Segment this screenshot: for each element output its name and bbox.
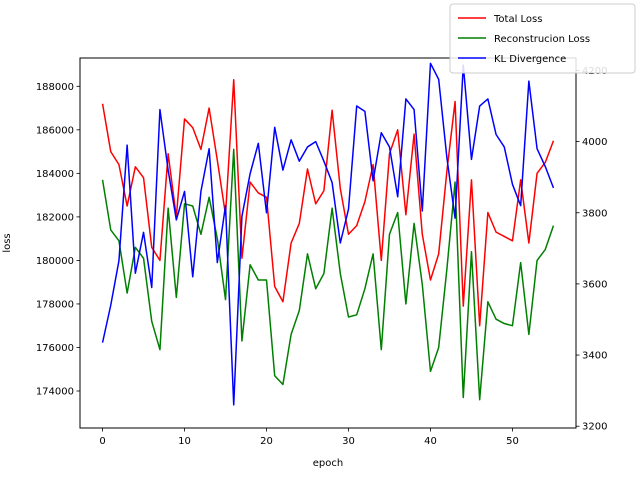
y-right-tick-label: 3800 xyxy=(582,208,607,219)
x-tick-label: 20 xyxy=(260,436,273,447)
y-right-tick-label: 3200 xyxy=(582,422,607,433)
y-tick-label: 180000 xyxy=(36,256,74,267)
y-tick-label: 174000 xyxy=(36,387,74,398)
y-right-tick-label: 4000 xyxy=(582,137,607,148)
y-axis-label: loss xyxy=(2,233,13,252)
series-line-kl-divergence xyxy=(101,62,555,406)
legend-label: Total Loss xyxy=(493,14,542,25)
plot-frame xyxy=(79,57,577,429)
x-tick-label: 40 xyxy=(424,436,437,447)
series-line-reconstrucion-loss xyxy=(101,148,555,401)
legend: Total Loss Reconstrucion Loss KL Divergenc… xyxy=(449,3,636,74)
x-tick-label: 0 xyxy=(99,436,105,447)
legend-box xyxy=(449,3,636,74)
x-tick-label: 10 xyxy=(178,436,191,447)
y-tick-label: 184000 xyxy=(36,169,74,180)
x-tick-label: 50 xyxy=(506,436,519,447)
y-tick-label: 178000 xyxy=(36,299,74,310)
legend-label: KL Divergence xyxy=(494,54,566,65)
legend-label: Reconstrucion Loss xyxy=(494,34,590,45)
axes: 0 10 20 30 40 50 174000 176000 178000 180000 18200… xyxy=(36,57,607,447)
y-tick-label: 188000 xyxy=(36,82,74,93)
y-right-tick-label: 3600 xyxy=(582,279,607,290)
series-line-total-loss xyxy=(101,79,555,327)
y-tick-label: 182000 xyxy=(36,212,74,223)
x-axis-label: epoch xyxy=(313,458,343,469)
plot-area xyxy=(101,62,555,406)
y-right-tick-label: 3400 xyxy=(582,351,607,362)
y-tick-label: 186000 xyxy=(36,125,74,136)
y-tick-label: 176000 xyxy=(36,343,74,354)
x-tick-label: 30 xyxy=(342,436,355,447)
